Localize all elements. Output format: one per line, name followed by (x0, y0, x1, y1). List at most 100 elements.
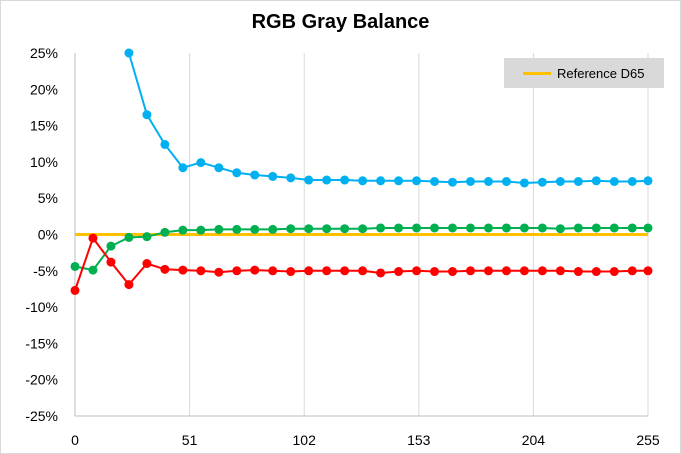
green-series-point (160, 227, 170, 237)
green-series-point (178, 225, 188, 235)
red-series-point (376, 268, 386, 278)
green-series-point (268, 224, 278, 234)
red-series-point (501, 266, 511, 276)
blue-series-point (232, 168, 242, 178)
green-series-point (88, 265, 98, 275)
legend: Reference D65 (504, 58, 664, 88)
x-tick-label: 0 (71, 432, 79, 448)
blue-series-point (322, 175, 332, 185)
blue-series-point (448, 177, 458, 187)
x-tick-label: 153 (407, 432, 431, 448)
red-series-point (448, 267, 458, 277)
x-tick-label: 102 (293, 432, 317, 448)
y-tick-label: 0% (38, 227, 58, 243)
y-tick-label: -10% (25, 299, 58, 315)
x-tick-label: 51 (182, 432, 198, 448)
red-series-line (74, 237, 648, 291)
green-series-point (376, 223, 386, 233)
red-series-point (483, 266, 493, 276)
green-series-point (643, 223, 653, 233)
green-series-point (232, 224, 242, 234)
green-series-point (627, 223, 637, 233)
y-tick-label: -20% (25, 372, 58, 388)
red-series-point (591, 267, 601, 277)
red-series-point (430, 267, 440, 277)
green-series-point (358, 224, 368, 234)
y-tick-label: -5% (33, 263, 58, 279)
blue-series-point (591, 176, 601, 186)
y-tick-label: 5% (38, 190, 58, 206)
red-series-point (465, 266, 475, 276)
blue-series-point (412, 176, 422, 186)
blue-series-point (358, 176, 368, 186)
green-series-point (250, 224, 260, 234)
green-series-point (106, 241, 116, 251)
y-tick-label: -25% (25, 408, 58, 424)
red-series-point (214, 267, 224, 277)
red-series-point (88, 233, 98, 243)
blue-series-point (465, 177, 475, 187)
blue-series-point (430, 177, 440, 187)
green-series-point (286, 224, 296, 234)
blue-series-point (214, 163, 224, 173)
green-series-point (465, 223, 475, 233)
green-series-point (483, 223, 493, 233)
green-series-point (537, 223, 547, 233)
y-tick-label: -15% (25, 335, 58, 351)
blue-series-point (340, 175, 350, 185)
red-series-point (142, 259, 152, 269)
red-series-point (573, 267, 583, 277)
green-series-point (196, 225, 206, 235)
green-series-point (555, 224, 565, 234)
blue-series-point (268, 171, 278, 181)
red-series-point (232, 266, 242, 276)
green-series-point (124, 232, 134, 242)
y-tick-label: 10% (30, 154, 58, 170)
red-series-point (70, 285, 80, 295)
red-series-point (627, 266, 637, 276)
blue-series-point (196, 158, 206, 168)
green-series-point (609, 223, 619, 233)
green-series-point (322, 224, 332, 234)
red-series-point (412, 266, 422, 276)
blue-series-point (304, 175, 314, 185)
red-series-point (643, 266, 653, 276)
blue-series-point (376, 176, 386, 186)
blue-series-point (286, 173, 296, 183)
green-series-point (448, 223, 458, 233)
red-series-point (340, 266, 350, 276)
green-series-point (519, 223, 529, 233)
red-series-point (286, 267, 296, 277)
x-tick-label: 204 (522, 432, 546, 448)
red-series-point (609, 267, 619, 277)
green-series-point (142, 232, 152, 242)
red-series-point (196, 266, 206, 276)
red-series-point (268, 266, 278, 276)
green-series-point (340, 224, 350, 234)
blue-series-point (555, 177, 565, 187)
blue-series-point (573, 177, 583, 187)
red-series-point (555, 266, 565, 276)
green-series-point (591, 223, 601, 233)
green-series-point (304, 224, 314, 234)
green-series-point (394, 223, 404, 233)
blue-series-point (124, 48, 134, 58)
blue-series-point (160, 139, 170, 149)
y-tick-label: 20% (30, 81, 58, 97)
red-series-point (304, 266, 314, 276)
blue-series-point (519, 178, 529, 188)
legend-label-reference-d65: Reference D65 (557, 65, 645, 81)
y-tick-label: 25% (30, 45, 58, 61)
green-series-point (501, 223, 511, 233)
legend-swatch-reference-d65 (523, 71, 551, 75)
red-series-point (124, 280, 134, 290)
green-series-point (70, 261, 80, 271)
blue-series-point (394, 176, 404, 186)
blue-series-point (483, 177, 493, 187)
red-series-point (394, 267, 404, 277)
red-series-point (106, 257, 116, 267)
blue-series-point (537, 177, 547, 187)
red-series-point (519, 266, 529, 276)
